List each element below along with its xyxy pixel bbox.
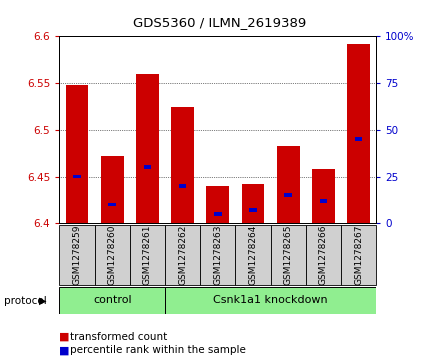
Bar [59, 287, 165, 314]
Bar [341, 225, 376, 285]
Text: GSM1278259: GSM1278259 [73, 225, 81, 285]
Bar [214, 212, 222, 216]
Text: GSM1278261: GSM1278261 [143, 225, 152, 285]
Bar [200, 225, 235, 285]
Bar [306, 225, 341, 285]
Bar [171, 107, 194, 223]
Bar [249, 208, 257, 212]
Text: GSM1278267: GSM1278267 [354, 225, 363, 285]
Bar [179, 184, 187, 188]
Bar [206, 186, 229, 223]
Bar [312, 169, 335, 223]
Text: percentile rank within the sample: percentile rank within the sample [70, 345, 246, 355]
Text: GSM1278265: GSM1278265 [284, 225, 293, 285]
Bar [165, 287, 376, 314]
Text: control: control [93, 295, 132, 305]
Bar [284, 193, 292, 197]
Text: GDS5360 / ILMN_2619389: GDS5360 / ILMN_2619389 [133, 16, 307, 29]
Bar [108, 203, 116, 207]
Bar [101, 156, 124, 223]
Text: Csnk1a1 knockdown: Csnk1a1 knockdown [213, 295, 328, 305]
Text: ▶: ▶ [38, 295, 46, 306]
Bar [347, 44, 370, 223]
Bar [277, 146, 300, 223]
Bar [235, 225, 271, 285]
Bar [319, 199, 327, 203]
Bar [143, 165, 151, 169]
Bar [355, 137, 363, 141]
Text: ■: ■ [59, 345, 70, 355]
Bar [136, 74, 159, 223]
Text: transformed count: transformed count [70, 332, 168, 342]
Text: ■: ■ [59, 332, 70, 342]
Text: protocol: protocol [4, 295, 47, 306]
Bar [66, 85, 88, 223]
Bar [165, 225, 200, 285]
Bar [130, 225, 165, 285]
Text: GSM1278263: GSM1278263 [213, 225, 222, 285]
Text: GSM1278260: GSM1278260 [108, 225, 117, 285]
Bar [73, 175, 81, 178]
Text: GSM1278264: GSM1278264 [249, 225, 257, 285]
Text: GSM1278262: GSM1278262 [178, 225, 187, 285]
Text: GSM1278266: GSM1278266 [319, 225, 328, 285]
Bar [242, 184, 264, 223]
Bar [59, 225, 95, 285]
Bar [271, 225, 306, 285]
Bar [95, 225, 130, 285]
